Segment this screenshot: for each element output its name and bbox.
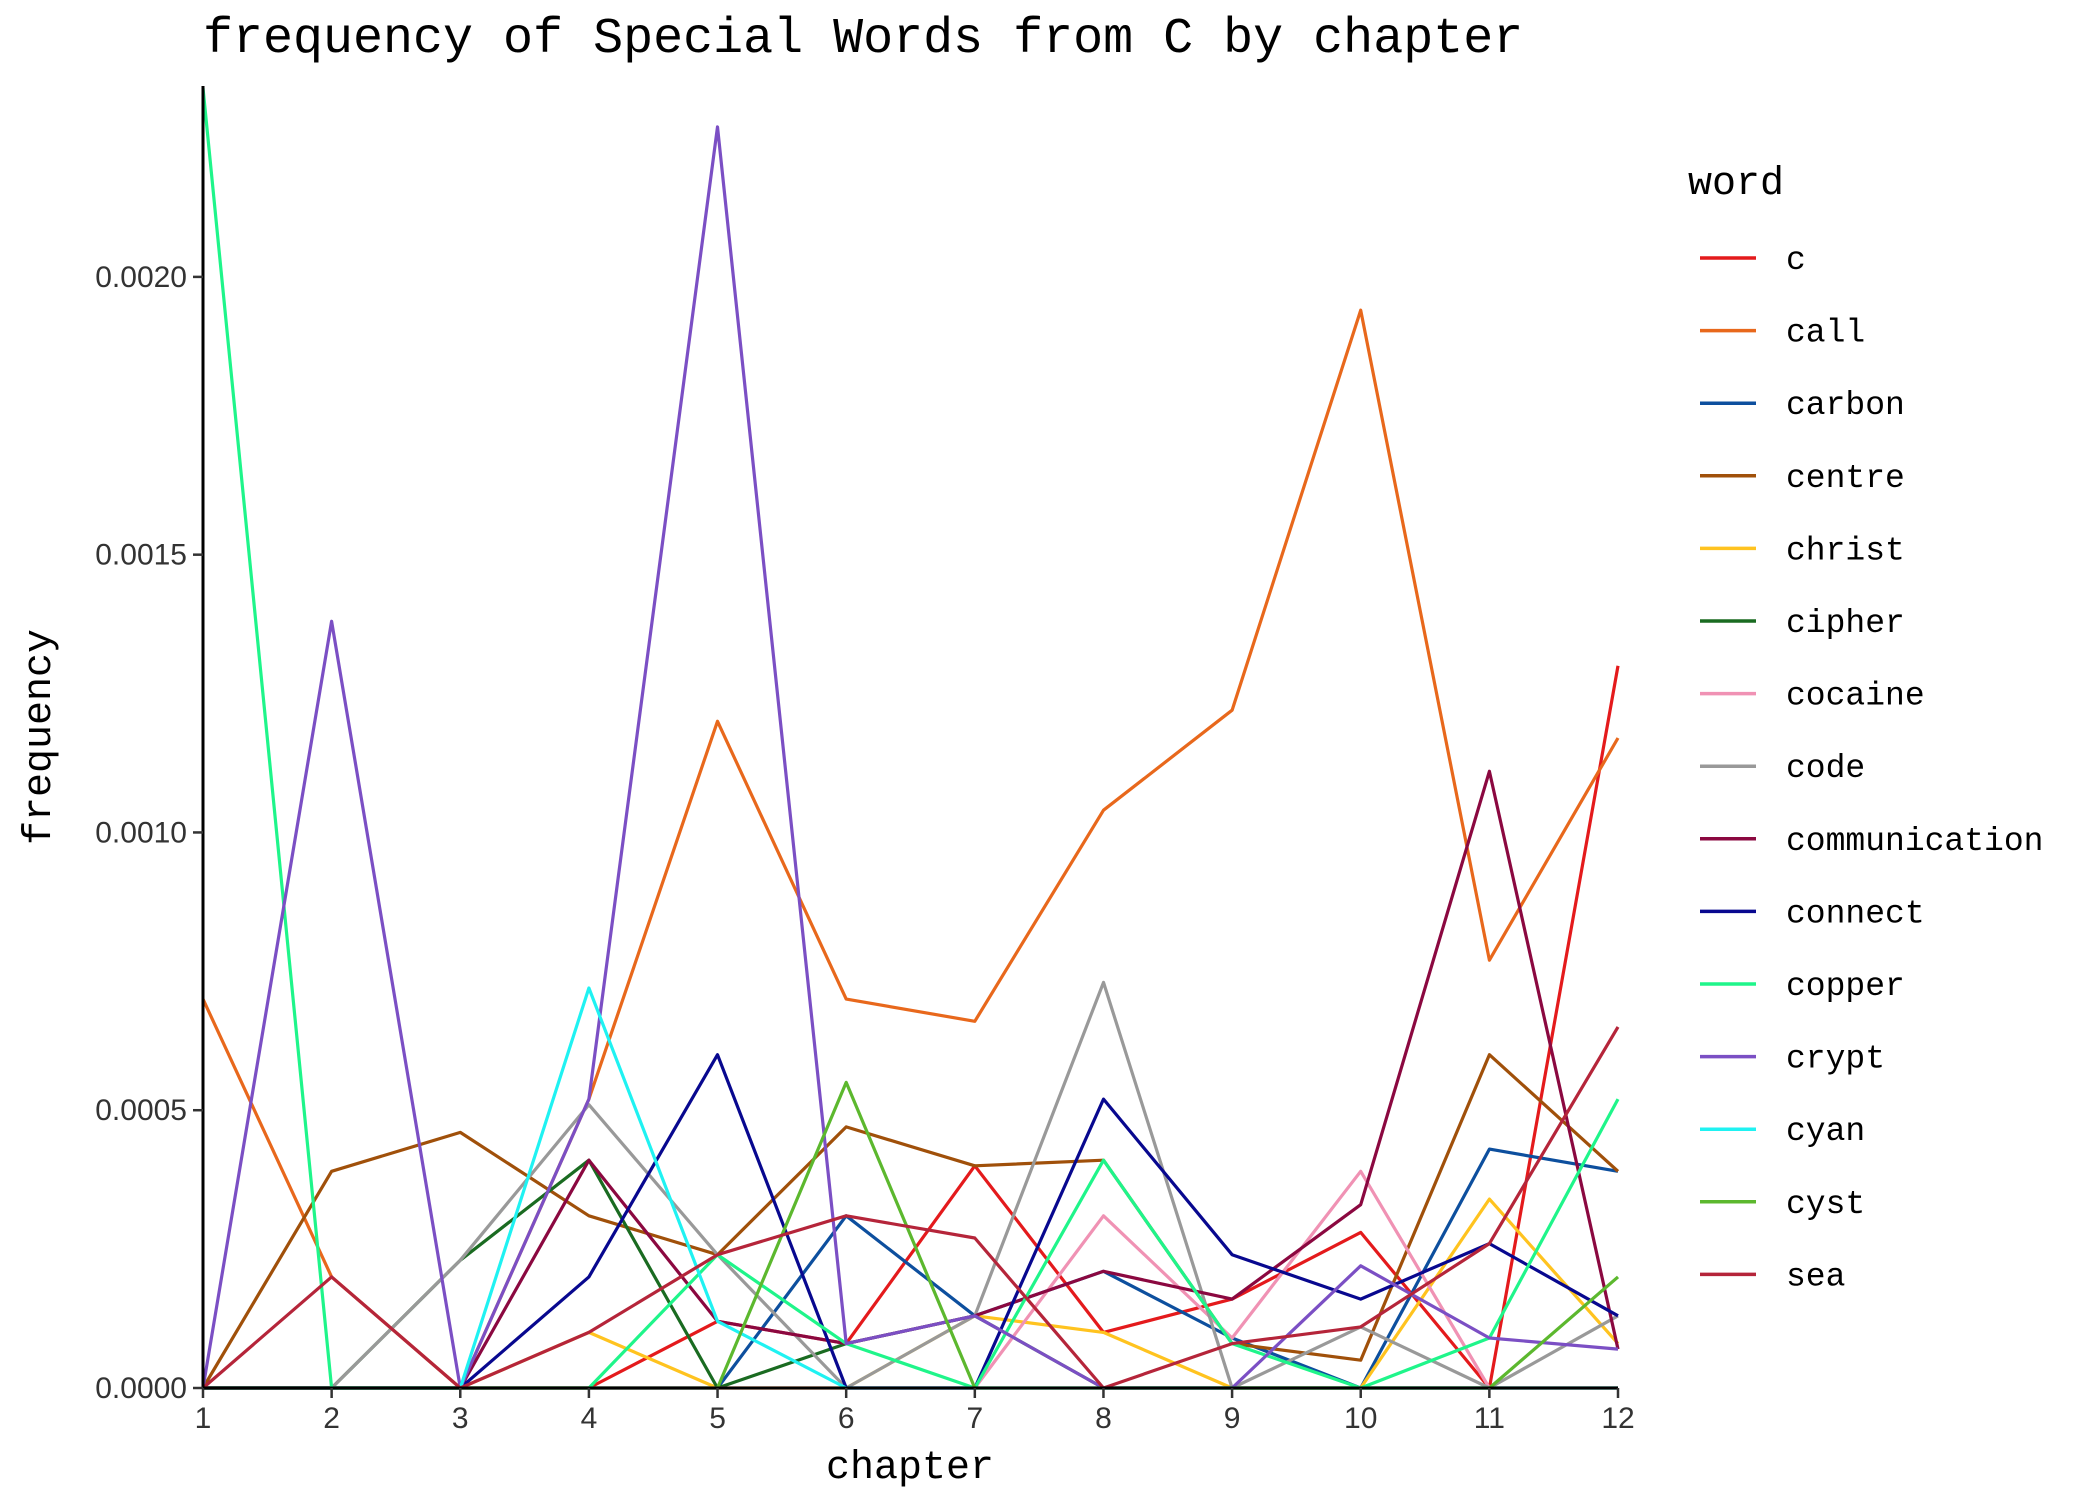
x-tick-label: 6	[838, 1402, 855, 1435]
legend-label-code: code	[1786, 750, 1865, 787]
x-tick-label: 3	[452, 1402, 469, 1435]
legend-label-crypt: crypt	[1786, 1041, 1885, 1078]
plot-lines	[201, 87, 1620, 1390]
x-tick-label: 12	[1601, 1402, 1634, 1435]
legend-label-cyst: cyst	[1786, 1186, 1865, 1223]
legend-label-carbon: carbon	[1786, 387, 1905, 424]
y-tick-label: 0.0000	[95, 1372, 187, 1405]
y-tick-label: 0.0005	[95, 1094, 187, 1127]
chart-title: frequency of Special Words from C by cha…	[203, 11, 1523, 68]
legend-label-cyan: cyan	[1786, 1113, 1865, 1150]
legend-label-cocaine: cocaine	[1786, 678, 1925, 715]
x-tick-label: 11	[1474, 1402, 1505, 1435]
x-tick-label: 1	[195, 1402, 212, 1435]
series-line-connect	[203, 1053, 1619, 1390]
legend-label-connect: connect	[1786, 895, 1925, 932]
x-axis-title: chapter	[826, 1446, 994, 1491]
legend-label-christ: christ	[1786, 532, 1905, 569]
series-line-copper	[201, 87, 1620, 1390]
y-tick-label: 0.0010	[95, 816, 187, 849]
legend-label-communication: communication	[1786, 823, 2043, 860]
x-tick-label: 10	[1344, 1402, 1377, 1435]
series-line-sea	[201, 1026, 1620, 1390]
y-tick-label: 0.0015	[95, 539, 187, 572]
legend-label-copper: copper	[1786, 968, 1905, 1005]
legend: word c call carbon centre christ cipher cocain…	[1688, 162, 2043, 1295]
legend-title: word	[1688, 162, 1784, 207]
legend-label-c: c	[1786, 242, 1806, 279]
axes: 1 2 3 4 5 6 7 8 9 10 11 120.00000.00050.00100.00150…	[95, 86, 1635, 1435]
series-line-crypt	[201, 125, 1619, 1390]
x-tick-label: 7	[966, 1402, 983, 1435]
series-line-cipher	[203, 1158, 1618, 1390]
y-axis-title: frequency	[18, 629, 63, 845]
series-line-communication	[203, 769, 1620, 1390]
legend-label-cipher: cipher	[1786, 605, 1905, 642]
legend-label-sea: sea	[1786, 1258, 1845, 1295]
series-line-centre	[201, 1053, 1620, 1389]
x-tick-label: 9	[1224, 1402, 1241, 1435]
series-line-code	[203, 980, 1619, 1390]
x-tick-label: 2	[323, 1402, 340, 1435]
legend-label-centre: centre	[1786, 460, 1905, 497]
x-tick-label: 4	[581, 1402, 598, 1435]
x-tick-label: 5	[709, 1402, 726, 1435]
y-tick-label: 0.0020	[95, 261, 187, 294]
legend-label-call: call	[1786, 315, 1865, 352]
x-tick-label: 8	[1095, 1402, 1112, 1435]
